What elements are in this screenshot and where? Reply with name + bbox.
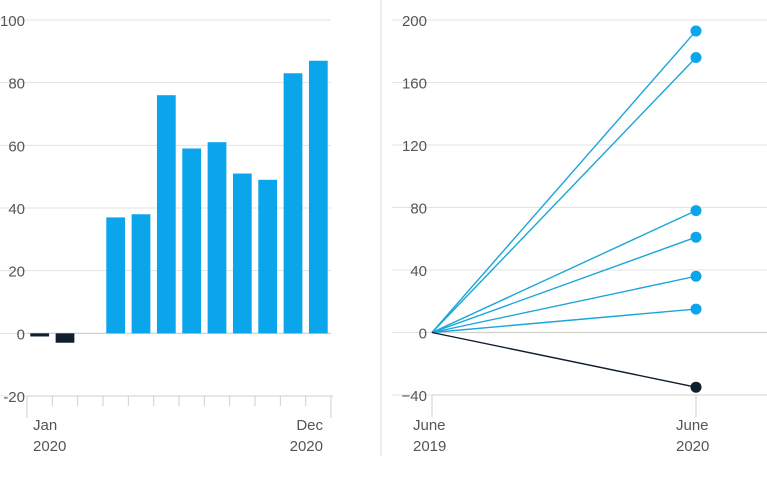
- bar-y-tick-label: -20: [3, 389, 25, 406]
- line-y-tick-label: 80: [410, 201, 427, 218]
- series-line: [431, 275, 697, 334]
- series-end-point: [690, 303, 702, 315]
- series-end-point: [690, 205, 702, 217]
- bar: [106, 217, 126, 334]
- line-y-tick-label: 160: [402, 76, 427, 93]
- line-chart: −40 0 40 80 120 160 200 June 2019 June 2020: [392, 13, 767, 455]
- bar: [283, 73, 303, 334]
- bar-y-tick-label: 40: [8, 201, 25, 218]
- bar-chart: -20 0 20 40 60 80 100 Jan 2020 Dec 2020: [0, 0, 382, 456]
- line-y-tick-label: −40: [402, 388, 427, 405]
- line-x-tick-label: 2020: [676, 438, 709, 455]
- line-y-tick-label: 120: [402, 138, 427, 155]
- series-line: [431, 209, 697, 334]
- bar-y-tick-label: 60: [8, 138, 25, 155]
- series-line: [431, 30, 697, 333]
- series-end-point: [690, 270, 702, 282]
- line-x-tick-label: June: [676, 417, 709, 434]
- bar-x-tick-label: Jan: [33, 417, 57, 434]
- line-y-tick-label: 40: [410, 263, 427, 280]
- line-x-tick-label: 2019: [413, 438, 446, 455]
- bar: [232, 173, 252, 334]
- series-end-point: [690, 231, 702, 243]
- bar-x-tick-label: 2020: [290, 438, 323, 455]
- bar: [156, 95, 176, 334]
- bar: [55, 333, 75, 343]
- series-end-point: [690, 25, 702, 37]
- bar-x-tick-label: Dec: [296, 417, 323, 434]
- line-y-tick-label: 0: [419, 326, 427, 343]
- bar-y-tick-label: 0: [17, 326, 25, 343]
- bar: [30, 333, 50, 337]
- series-line: [431, 236, 697, 334]
- bar: [131, 214, 151, 334]
- bar-x-tick-label: 2020: [33, 438, 66, 455]
- line-y-tick-label: 200: [402, 13, 427, 30]
- series-end-point: [690, 381, 702, 393]
- series-end-point: [690, 52, 702, 63]
- bar-y-tick-label: 100: [0, 13, 25, 30]
- line-x-tick-label: June: [413, 417, 446, 434]
- bar-y-tick-label: 80: [8, 76, 25, 93]
- bar: [182, 148, 202, 334]
- bar-y-tick-label: 20: [8, 264, 25, 281]
- series-line: [431, 57, 697, 333]
- bar: [308, 60, 328, 334]
- series-line: [431, 331, 697, 388]
- bar: [207, 142, 227, 334]
- series-line: [431, 308, 697, 334]
- bar: [258, 179, 278, 334]
